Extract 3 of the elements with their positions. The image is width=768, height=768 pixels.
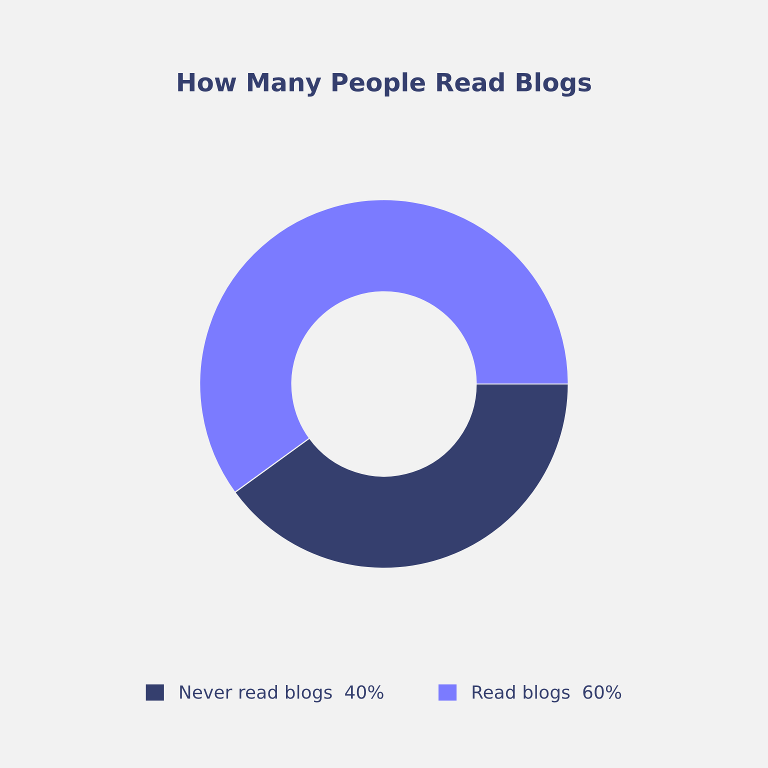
legend-label: Never read blogs 40% bbox=[180, 684, 384, 702]
chart-title: How Many People Read Blogs bbox=[178, 72, 591, 97]
legend-label: Read blogs 60% bbox=[472, 684, 622, 702]
